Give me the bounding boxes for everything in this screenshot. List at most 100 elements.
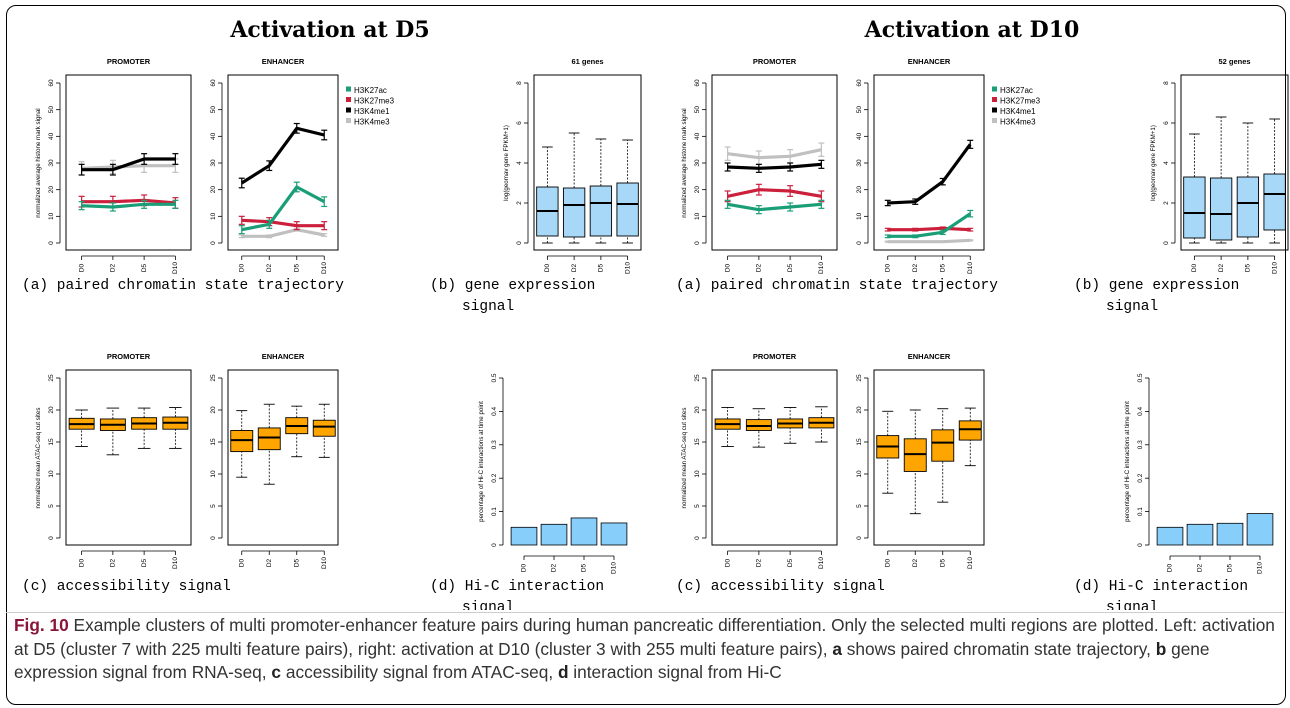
x-tick-label: D0 — [78, 263, 85, 272]
x-tick-label: D10 — [967, 557, 974, 569]
label-d-right-line2: signal — [1106, 600, 1158, 610]
y-tick-label: 0 — [210, 241, 217, 245]
x-tick-label: D5 — [293, 263, 300, 272]
chart-d5-expression: 61 genes 0 2 4 6 8 log(geomav gene FPKM+1) D0 D2… — [503, 57, 642, 274]
y-tick-label: 6 — [1163, 121, 1170, 125]
x-tick-label: D0 — [1167, 563, 1174, 572]
chart-d5-histone-enhancer: ENHANCER 0 10 20 30 40 50 60 D0 D2 D5 D10 H3K27ac H3K… — [210, 57, 395, 274]
y-tick-label: 8 — [516, 81, 523, 85]
y-tick-label: 0 — [48, 536, 55, 540]
y-tick-label: 60 — [210, 79, 217, 87]
x-tick-label: D2 — [110, 263, 117, 272]
x-tick-label: D5 — [598, 263, 605, 272]
y-tick-label: 20 — [856, 186, 863, 194]
y-tick-label: 25 — [48, 374, 55, 382]
x-tick-label: D5 — [939, 558, 946, 567]
legend-swatch — [346, 97, 351, 102]
x-tick-label: D0 — [78, 558, 85, 567]
x-tick-label: D0 — [724, 263, 731, 272]
plot-frame — [711, 74, 838, 251]
y-tick-label: 40 — [856, 132, 863, 140]
legend-swatch — [992, 86, 997, 92]
label-b-left: (b) gene expression — [430, 278, 595, 294]
label-c-right: (c) accessibility signal — [676, 579, 885, 595]
y-tick-label: 0.5 — [1137, 373, 1144, 382]
y-tick-label: 0.4 — [491, 407, 498, 416]
x-tick-label: D10 — [818, 262, 825, 274]
x-tick-label: D10 — [1257, 562, 1264, 574]
x-tick-label: D10 — [818, 557, 825, 569]
chart-title: PROMOTER — [107, 352, 151, 361]
y-tick-label: 0.4 — [1137, 407, 1144, 416]
y-tick-label: 10 — [210, 212, 217, 220]
y-tick-label: 25 — [210, 374, 217, 382]
y-tick-label: 0.5 — [491, 373, 498, 382]
series-line-H3K4me1 — [887, 143, 972, 205]
figure-frame — [6, 5, 1286, 705]
y-tick-label: 60 — [694, 79, 701, 87]
heading-activation-d10: Activation at D10 — [864, 17, 1080, 43]
y-tick-label: 0 — [1137, 543, 1144, 547]
y-tick-label: 20 — [48, 186, 55, 194]
label-b-right: (b) gene expression — [1074, 278, 1239, 294]
label-c-left: (c) accessibility signal — [22, 579, 231, 595]
plot-frame — [65, 369, 192, 546]
y-tick-label: 20 — [694, 186, 701, 194]
caption-key-b: b — [1155, 638, 1167, 659]
x-tick-label: D10 — [172, 557, 179, 569]
caption-key-c: c — [271, 662, 282, 682]
x-tick-label: D2 — [266, 558, 273, 567]
y-tick-label: 40 — [694, 132, 701, 140]
y-tick-label: 0 — [694, 241, 701, 245]
caption-figure-label: Fig. 10 — [14, 615, 69, 635]
chart-title: PROMOTER — [753, 57, 797, 66]
x-tick-label: D0 — [521, 563, 528, 572]
x-tick-label: D0 — [544, 263, 551, 272]
hic-bar — [540, 523, 568, 546]
x-tick-label: D2 — [912, 263, 919, 272]
y-tick-label: 10 — [210, 470, 217, 478]
label-d-right: (d) Hi-C interaction — [1074, 579, 1248, 595]
series-line-H3K27me3 — [887, 226, 971, 232]
caption-key-a: a — [832, 638, 842, 659]
y-tick-label: 5 — [856, 504, 863, 508]
series-line-H3K4me3 — [887, 238, 971, 244]
y-tick-label: 10 — [856, 470, 863, 478]
figure-caption: Fig. 10 Example clusters of multi promot… — [14, 614, 1276, 685]
x-tick-label: D5 — [293, 558, 300, 567]
y-tick-label: 0 — [516, 241, 523, 245]
legend-label: H3K4me3 — [1000, 118, 1036, 127]
y-tick-label: 0 — [694, 536, 701, 540]
x-tick-label: D5 — [939, 263, 946, 272]
y-tick-label: 8 — [1163, 81, 1170, 85]
figure-panels: Activation at D5 Activation at D10 (a) p… — [22, 17, 1289, 610]
y-tick-label: 15 — [210, 438, 217, 446]
series-line-H3K4me1 — [727, 162, 822, 170]
y-tick-label: 2 — [1163, 201, 1170, 205]
y-tick-label: 20 — [694, 406, 701, 414]
y-tick-label: 2 — [516, 201, 523, 205]
x-tick-label: D0 — [884, 263, 891, 272]
caption-text-c: accessibility signal from ATAC-seq, — [281, 662, 558, 682]
x-tick-label: D5 — [787, 558, 794, 567]
y-tick-label: 0.1 — [1137, 507, 1144, 516]
hic-bar — [570, 517, 598, 546]
box-iqr — [562, 187, 586, 238]
label-a-right: (a) paired chromatin state trajectory — [676, 278, 998, 294]
x-tick-label: D2 — [266, 263, 273, 272]
y-axis-label: normalized mean ATAC-seq cut sites — [35, 408, 42, 509]
x-tick-label: D2 — [551, 563, 558, 572]
label-a-left: (a) paired chromatin state trajectory — [22, 278, 344, 294]
legend-label: H3K4me1 — [1000, 107, 1036, 116]
y-tick-label: 0.1 — [491, 507, 498, 516]
y-tick-label: 10 — [48, 470, 55, 478]
y-tick-label: 0.3 — [491, 440, 498, 449]
chart-title: 52 genes — [1218, 57, 1250, 66]
legend-label: H3K27ac — [1000, 86, 1033, 95]
legend-label: H3K27ac — [354, 86, 387, 95]
legend-swatch — [346, 107, 351, 113]
legend-swatch — [346, 118, 351, 123]
x-tick-label: D10 — [321, 262, 328, 274]
y-tick-label: 0 — [856, 241, 863, 245]
chart-title: 61 genes — [571, 57, 603, 66]
